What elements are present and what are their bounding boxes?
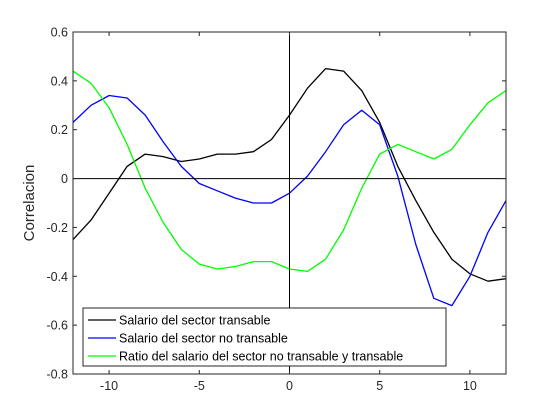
y-tick-label: -0.4 — [46, 270, 68, 284]
x-tick-label: -5 — [194, 379, 205, 393]
y-axis-label: Correlacion — [21, 165, 38, 242]
x-tick-label: 10 — [463, 379, 477, 393]
y-tick-label: -0.6 — [46, 319, 68, 333]
y-tick-label: 0.4 — [51, 74, 68, 88]
legend-label-3: Ratio del salario del sector no transabl… — [119, 350, 403, 364]
y-tick-label: -0.2 — [46, 221, 68, 235]
x-tick-label: 5 — [376, 379, 383, 393]
y-tick-label: 0.2 — [51, 123, 68, 137]
y-tick-label: 0 — [61, 172, 68, 186]
axis-ticks: -10 -5 0 5 10 -0.8 -0.6 -0.4 -0.2 0 0.2 0.4 0.6 — [46, 26, 506, 393]
legend-box — [82, 307, 447, 367]
y-tick-label: -0.8 — [46, 368, 68, 382]
legend: Salario del sector transable Salario del … — [82, 307, 447, 367]
x-tick-label: -10 — [100, 379, 118, 393]
x-tick-label: 0 — [286, 379, 293, 393]
legend-label-2: Salario del sector no transable — [119, 332, 288, 346]
y-tick-label: 0.6 — [51, 26, 68, 40]
legend-label-1: Salario del sector transable — [119, 314, 271, 328]
